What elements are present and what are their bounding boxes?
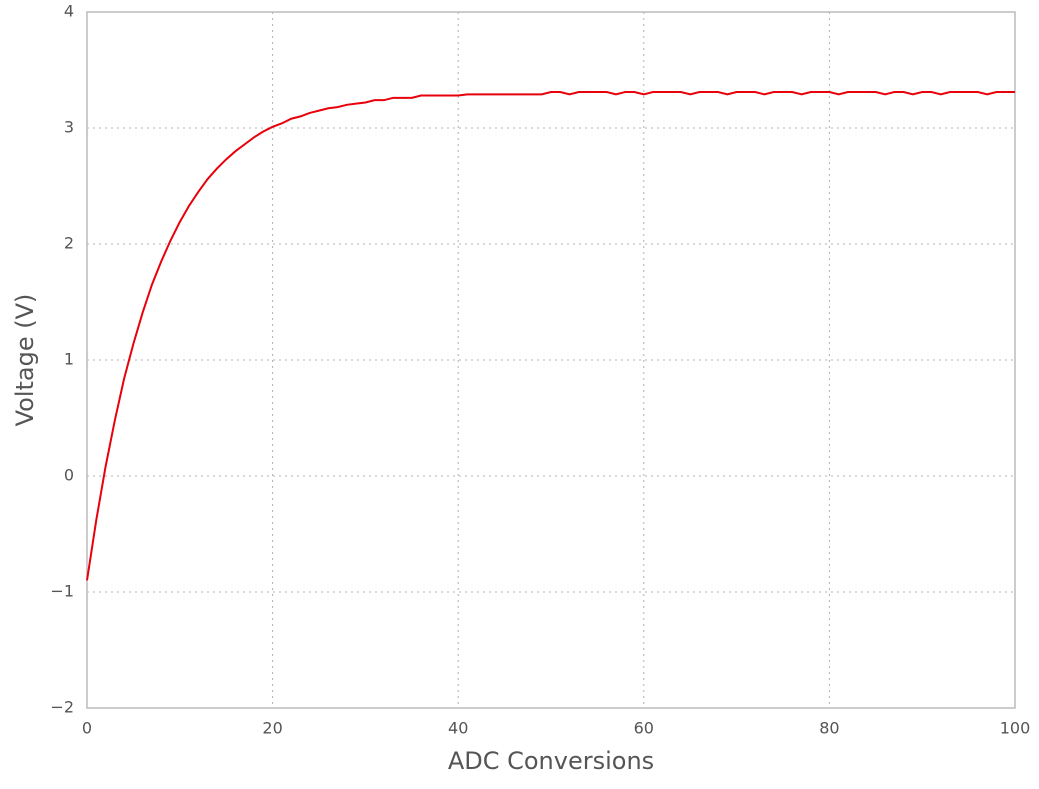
y-tick-label: 4 <box>64 2 74 21</box>
x-tick-label: 60 <box>634 719 654 738</box>
y-axis-label: Voltage (V) <box>11 294 39 427</box>
y-tick-label: 0 <box>64 466 74 485</box>
x-axis-label: ADC Conversions <box>448 747 654 775</box>
x-tick-label: 80 <box>819 719 839 738</box>
x-tick-label: 100 <box>1000 719 1031 738</box>
y-tick-label: −1 <box>50 582 74 601</box>
x-tick-label: 0 <box>82 719 92 738</box>
y-tick-label: 2 <box>64 234 74 253</box>
y-tick-label: 3 <box>64 118 74 137</box>
x-tick-label: 40 <box>448 719 468 738</box>
data-line <box>86 91 1015 581</box>
y-tick-label: −2 <box>50 698 74 717</box>
plot-frame <box>86 11 1016 709</box>
y-tick-label: 1 <box>64 350 74 369</box>
x-tick-label: 20 <box>262 719 282 738</box>
